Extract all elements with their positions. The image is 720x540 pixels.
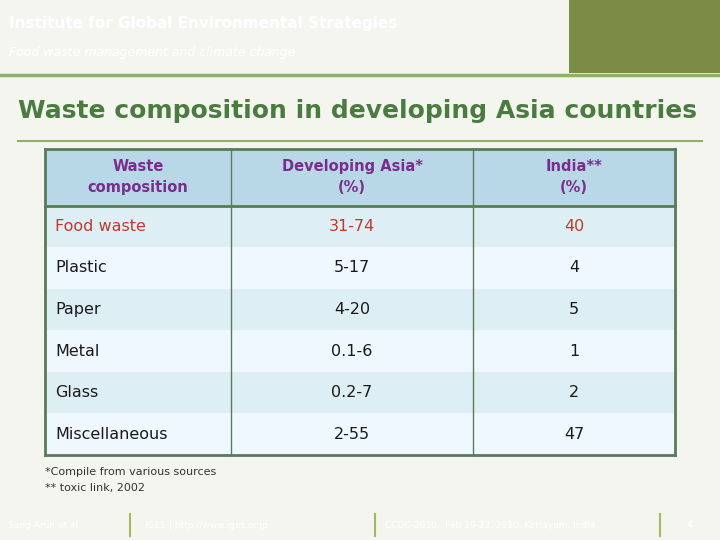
Text: Sang-Arun et al.: Sang-Arun et al. [8,521,81,530]
Text: Waste composition in developing Asia countries: Waste composition in developing Asia cou… [18,99,697,123]
Text: 2: 2 [569,385,580,400]
Bar [45,330,675,372]
Text: Food waste management and climate change: Food waste management and climate change [9,46,295,59]
Text: 1: 1 [569,343,580,359]
Text: 0.1-6: 0.1-6 [331,343,373,359]
Bar [45,206,675,247]
Text: IGES | http://www.iges.or.jp: IGES | http://www.iges.or.jp [145,521,268,530]
Text: ** toxic link, 2002: ** toxic link, 2002 [45,483,145,493]
Text: 2-55: 2-55 [334,427,370,442]
Text: Paper: Paper [55,302,101,317]
Text: *Compile from various sources: *Compile from various sources [45,467,216,477]
Text: 47: 47 [564,427,585,442]
Text: Miscellaneous: Miscellaneous [55,427,168,442]
Text: 4: 4 [687,520,693,530]
Bar [45,247,675,289]
Bar [45,372,675,414]
Text: 31-74: 31-74 [329,219,375,234]
Text: Plastic: Plastic [55,260,107,275]
Text: 5-17: 5-17 [334,260,370,275]
Bar [569,0,720,73]
Text: 5: 5 [569,302,580,317]
Text: Waste
composition: Waste composition [88,159,189,195]
Bar [45,289,675,330]
Text: Institute for Global Environmental Strategies: Institute for Global Environmental Strat… [9,16,397,31]
Text: 4: 4 [569,260,580,275]
Text: Developing Asia*
(%): Developing Asia* (%) [282,159,423,195]
Bar [45,149,675,206]
Text: CCDC-2010 , Feb 19-22, 2010, Kottayam, India: CCDC-2010 , Feb 19-22, 2010, Kottayam, I… [385,521,595,530]
Text: India**
(%): India** (%) [546,159,603,195]
Text: Metal: Metal [55,343,99,359]
Text: 0.2-7: 0.2-7 [331,385,373,400]
Text: Glass: Glass [55,385,98,400]
Text: 40: 40 [564,219,585,234]
Text: 4-20: 4-20 [334,302,370,317]
Bar [45,414,675,455]
Text: Food waste: Food waste [55,219,146,234]
